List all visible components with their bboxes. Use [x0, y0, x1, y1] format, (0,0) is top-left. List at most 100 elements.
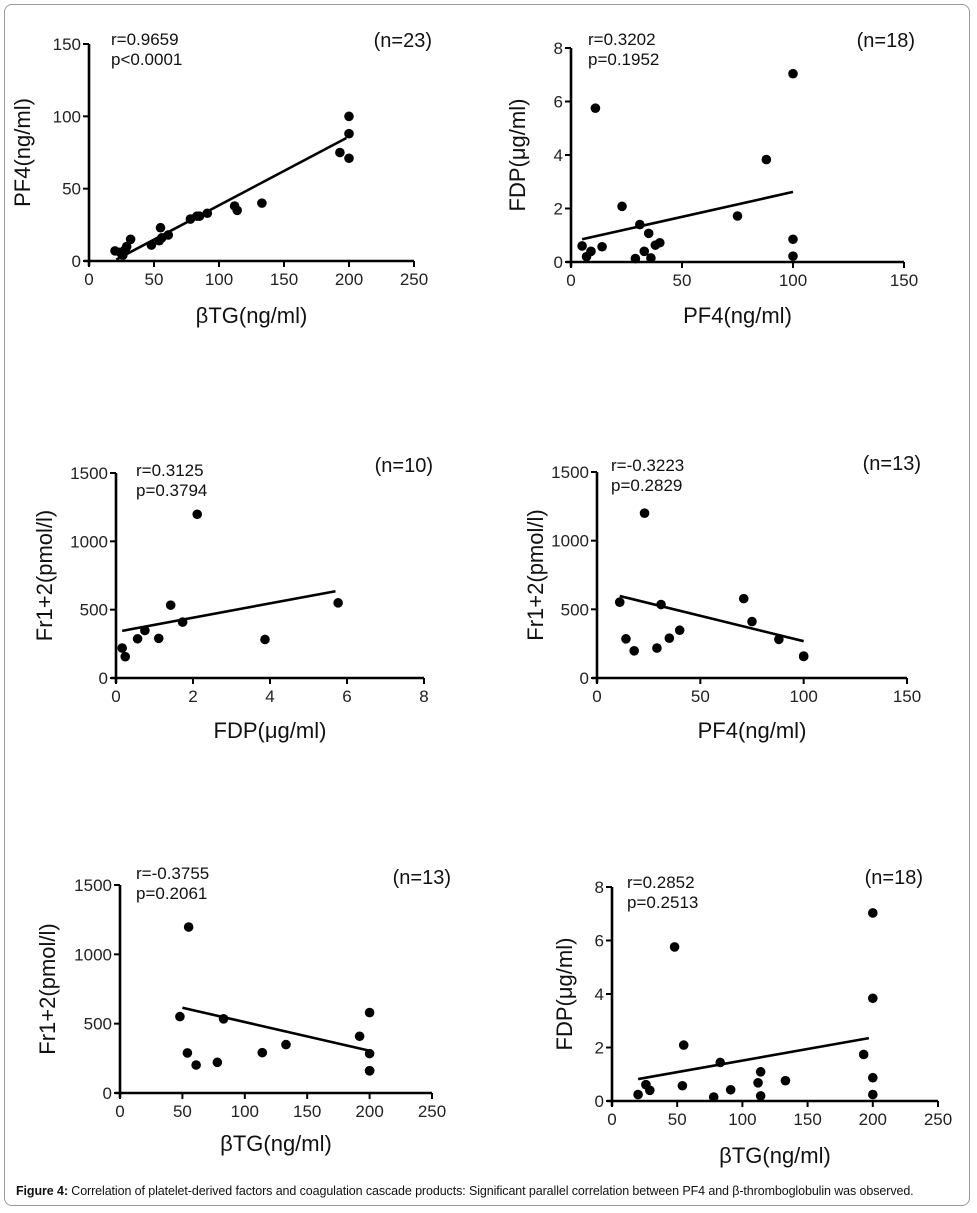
data-point — [364, 1066, 375, 1076]
y-tick-label: 6 — [595, 932, 604, 951]
data-point — [177, 617, 188, 627]
x-tick-label: 250 — [418, 1102, 446, 1121]
y-axis-label: FDP(μg/ml) — [552, 938, 577, 1051]
data-point — [868, 1089, 878, 1100]
data-point — [621, 634, 631, 644]
scatter-panel-1: 0 50 100 150 200 250 0 50 100 150 βTG(ng/ml) PF4(ng… — [10, 30, 432, 328]
x-tick-label: 4 — [265, 687, 274, 706]
caption-label: Figure 4: — [16, 1184, 68, 1198]
data-point — [738, 593, 749, 604]
data-point — [788, 68, 798, 79]
x-axis-label: FDP(μg/ml) — [214, 718, 327, 743]
data-point — [755, 1067, 766, 1077]
x-tick-label: 50 — [673, 271, 692, 290]
data-point — [761, 154, 772, 165]
data-point — [788, 234, 798, 245]
y-tick-label: 4 — [595, 985, 604, 1004]
data-point — [202, 208, 213, 219]
data-point — [344, 128, 354, 139]
data-point — [155, 222, 166, 233]
data-point — [868, 993, 878, 1004]
x-tick-label: 50 — [691, 687, 710, 706]
x-tick-label: 150 — [270, 270, 298, 289]
r-value-label: r=-0.3223 — [611, 456, 684, 475]
y-tick-label: 1000 — [74, 945, 112, 964]
x-tick-label: 150 — [293, 1102, 321, 1121]
p-value-label: p=0.1952 — [588, 50, 659, 69]
data-point — [132, 633, 143, 644]
n-count-label: (n=18) — [865, 867, 923, 889]
data-point — [121, 241, 132, 252]
data-point — [354, 1031, 365, 1042]
x-tick-label: 0 — [607, 1110, 616, 1129]
y-axis-label: Fr1+2(pmol/l) — [32, 510, 57, 641]
x-tick-label: 0 — [111, 687, 120, 706]
data-point — [281, 1039, 291, 1050]
y-axis-label: PF4(ng/ml) — [10, 98, 35, 207]
y-axis-label: Fr1+2(pmol/l) — [523, 509, 548, 640]
data-point — [677, 1080, 688, 1091]
regression-line — [581, 190, 794, 241]
n-count-label: (n=18) — [857, 30, 915, 52]
data-point — [747, 616, 757, 627]
n-count-label: (n=13) — [863, 453, 921, 475]
y-tick-label: 0 — [99, 669, 108, 688]
y-tick-label: 0 — [72, 252, 81, 271]
n-count-label: (n=13) — [393, 867, 451, 889]
data-point — [732, 211, 743, 221]
data-point — [364, 1007, 375, 1018]
n-count-label: (n=10) — [375, 455, 433, 477]
x-tick-label: 0 — [84, 270, 93, 289]
p-value-label: p=0.2829 — [611, 476, 682, 495]
regression-line — [182, 1006, 370, 1052]
figure-caption: Figure 4: Correlation of platelet-derive… — [16, 1184, 914, 1198]
x-tick-label: 150 — [893, 687, 921, 706]
x-axis-label: βTG(ng/ml) — [220, 1131, 332, 1156]
y-tick-label: 50 — [62, 180, 81, 199]
data-point — [788, 251, 798, 261]
x-tick-label: 100 — [789, 687, 817, 706]
y-axis-label: Fr1+2(pmol/l) — [35, 923, 60, 1054]
x-tick-label: 250 — [400, 270, 428, 289]
y-tick-label: 100 — [53, 107, 81, 126]
p-value-label: p=0.2061 — [136, 884, 207, 903]
data-point — [678, 1040, 689, 1050]
data-point — [646, 253, 656, 263]
y-tick-label: 8 — [595, 878, 604, 897]
x-axis-label: PF4(ng/ml) — [698, 718, 807, 743]
x-axis-label: PF4(ng/ml) — [683, 303, 792, 328]
y-tick-label: 0 — [554, 253, 563, 272]
data-point — [581, 251, 592, 262]
data-point — [260, 634, 270, 645]
x-tick-label: 50 — [145, 270, 164, 289]
x-tick-label: 6 — [342, 687, 351, 706]
r-value-label: r=0.3125 — [136, 461, 204, 480]
data-point — [140, 625, 150, 636]
data-point — [183, 922, 194, 932]
data-point — [635, 219, 645, 230]
data-point — [335, 147, 345, 158]
scatter-panel-6: 0 50 100 150 200 250 0 2 4 6 8 βTG(ng/ml) FDP(μg/ml)… — [552, 867, 952, 1168]
data-point — [218, 1014, 229, 1024]
data-point — [639, 508, 650, 518]
data-point — [614, 597, 625, 607]
y-tick-label: 500 — [561, 600, 589, 619]
x-tick-label: 200 — [859, 1110, 887, 1129]
data-point — [669, 942, 680, 952]
y-tick-label: 6 — [554, 93, 563, 112]
x-axis-label: βTG(ng/ml) — [719, 1143, 831, 1168]
data-point — [212, 1057, 223, 1068]
data-point — [664, 633, 675, 643]
y-tick-label: 500 — [84, 1015, 112, 1034]
y-tick-label: 0 — [103, 1084, 112, 1103]
scatter-panel-2: 0 50 100 150 0 2 4 6 8 PF4(ng/ml) FDP(μg/ml) r=0.32… — [505, 30, 918, 328]
data-point — [232, 205, 242, 216]
data-point — [708, 1092, 719, 1102]
data-point — [652, 643, 662, 653]
n-count-label: (n=23) — [374, 30, 432, 52]
x-tick-label: 100 — [728, 1110, 756, 1129]
data-point — [868, 1072, 878, 1083]
r-value-label: r=0.2852 — [627, 873, 695, 892]
data-point — [192, 509, 203, 520]
x-tick-label: 0 — [592, 687, 601, 706]
